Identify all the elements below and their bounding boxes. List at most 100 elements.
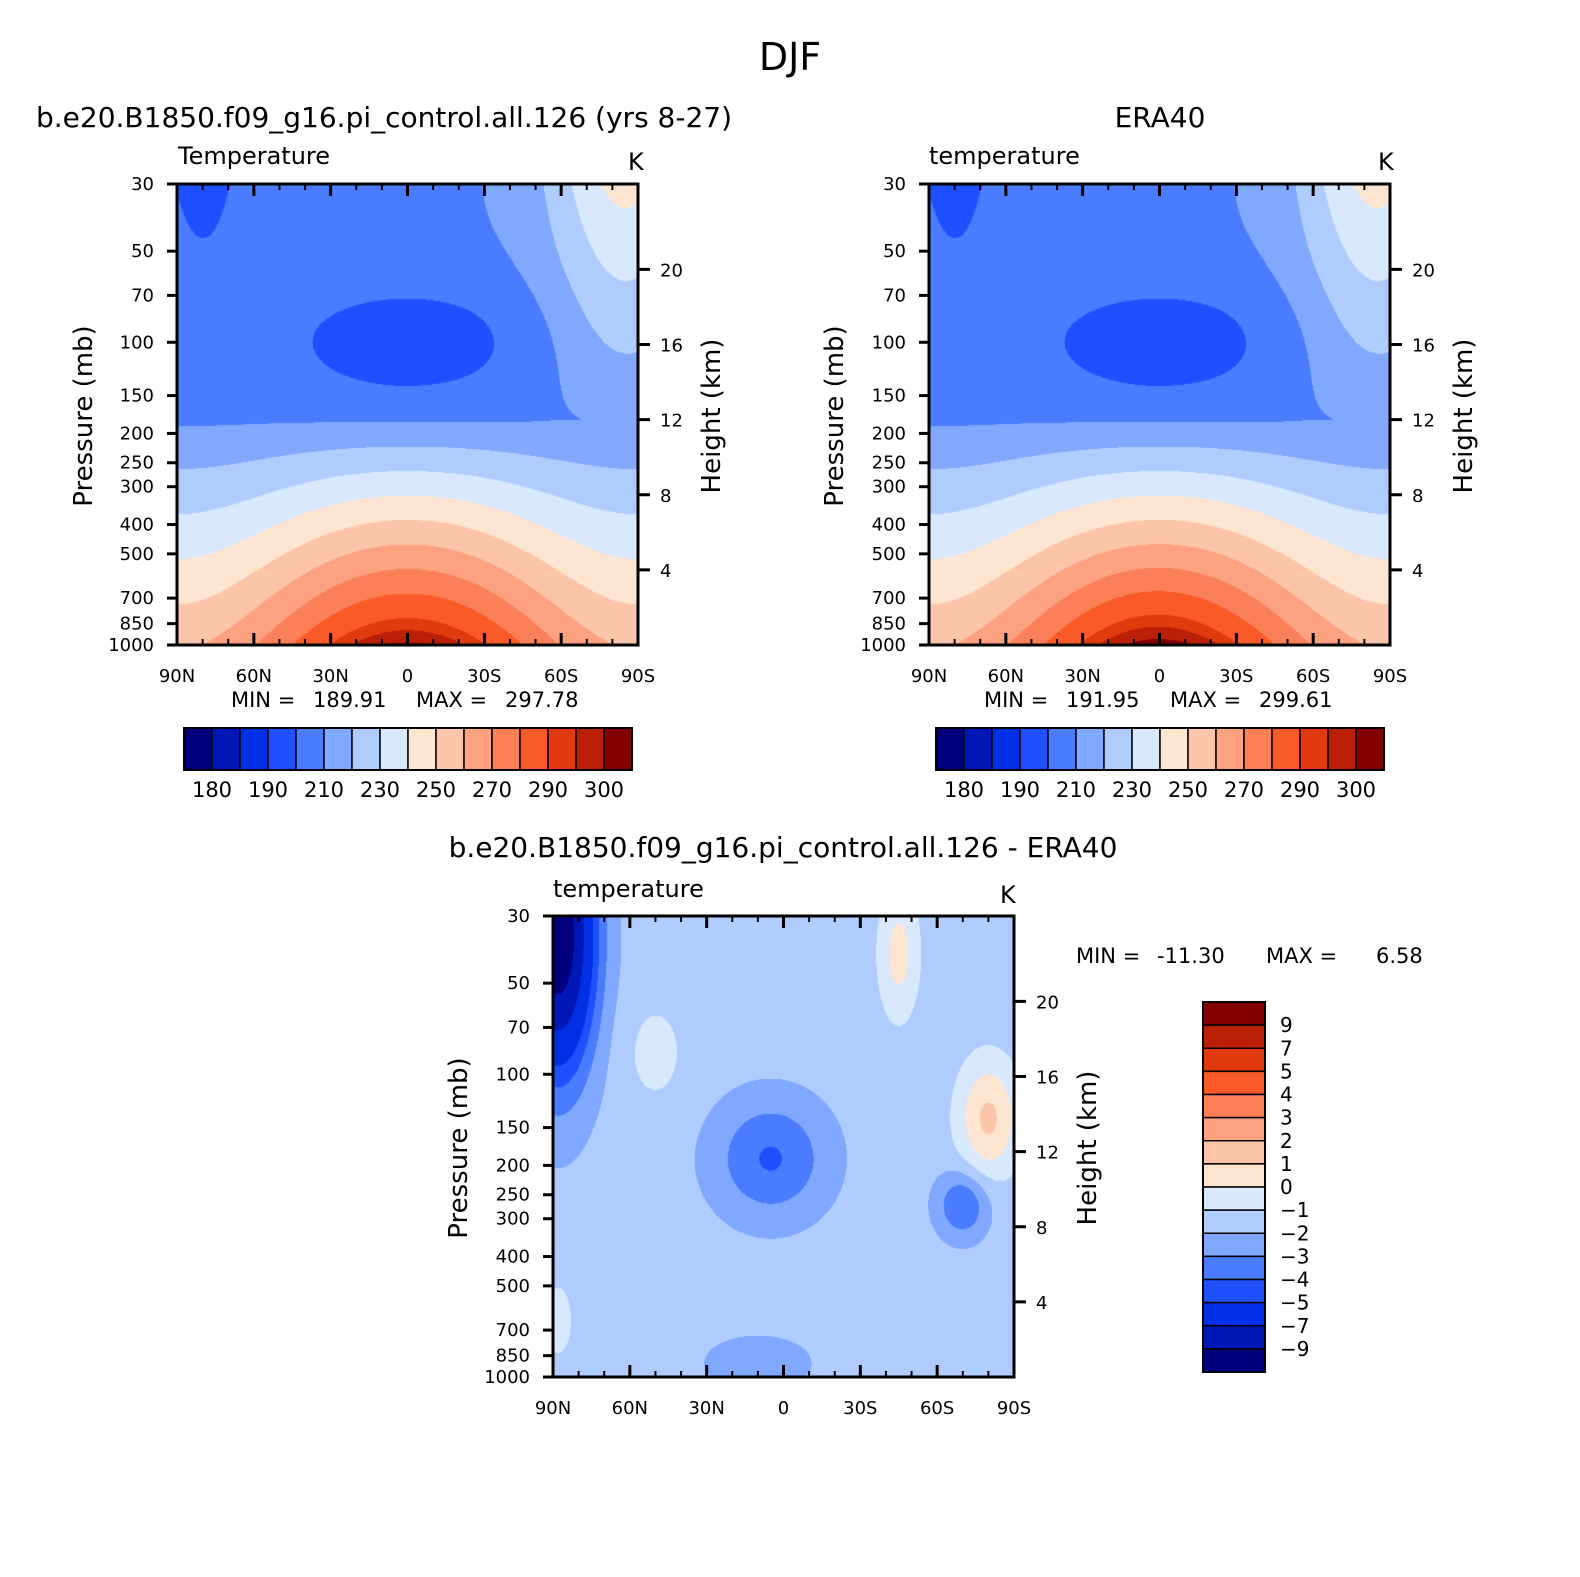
x-tick-label: 0 — [402, 666, 413, 687]
panel-subtitle: temperature — [929, 142, 1080, 170]
colorbar-label: 230 — [360, 778, 400, 802]
colorbar-label: 190 — [248, 778, 288, 802]
p-tick-label: 1000 — [860, 635, 906, 656]
colorbar-label: 3 — [1280, 1106, 1293, 1130]
colorbar-box — [351, 727, 381, 771]
panel-subtitle: temperature — [553, 875, 704, 903]
x-tick-label: 60S — [544, 666, 578, 687]
height-tick-label: 12 — [1412, 411, 1435, 432]
contour-plot: 90N 60N 30N 0 30S 60S 90S 30 50 70 100 150 200 250 300… — [860, 174, 1435, 687]
colorbar-box — [1202, 1001, 1266, 1026]
min-value: 189.91 — [313, 688, 386, 712]
colorbar-label: −3 — [1280, 1244, 1309, 1268]
y-axis-right-label: Height (km) — [1449, 339, 1479, 494]
panel-subtitle: Temperature — [177, 142, 330, 170]
p-tick-label: 700 — [872, 588, 906, 609]
p-tick-label: 70 — [131, 285, 154, 306]
x-tick-label: 30S — [467, 666, 501, 687]
colorbar-label: 210 — [304, 778, 344, 802]
colorbar-box — [1202, 1163, 1266, 1188]
colorbar-box — [1202, 1186, 1266, 1211]
p-tick-label: 100 — [496, 1064, 530, 1085]
p-tick-label: 70 — [507, 1017, 530, 1038]
p-tick-label: 30 — [883, 174, 906, 195]
colorbar-label: 300 — [584, 778, 624, 802]
colorbar-label: 0 — [1280, 1175, 1293, 1199]
max-label: MAX = — [416, 688, 487, 712]
x-tick-label: 90N — [159, 666, 195, 687]
max-value: 299.61 — [1259, 688, 1332, 712]
colorbar-label: −5 — [1280, 1291, 1309, 1315]
colorbar-label: −7 — [1280, 1314, 1309, 1338]
units-label: K — [1000, 881, 1017, 909]
colorbar-label: 270 — [1224, 778, 1264, 802]
max-label: MAX = — [1266, 944, 1337, 968]
colorbar-box — [1299, 727, 1329, 771]
colorbar-box — [575, 727, 605, 771]
y-axis-label: Pressure (mb) — [69, 325, 99, 506]
p-tick-label: 100 — [872, 332, 906, 353]
colorbar-box — [1202, 1116, 1266, 1142]
colorbar-box — [519, 727, 549, 771]
x-tick-label: 30N — [312, 666, 348, 687]
y-axis-label: Pressure (mb) — [820, 325, 850, 506]
p-tick-label: 250 — [120, 453, 154, 474]
x-tick-label: 90S — [1373, 666, 1407, 687]
p-tick-label: 400 — [120, 515, 154, 536]
colorbar-label: 270 — [472, 778, 512, 802]
panel-title: b.e20.B1850.f09_g16.pi_control.all.126 (… — [36, 101, 732, 134]
p-tick-label: 100 — [120, 332, 154, 353]
p-tick-label: 500 — [120, 544, 154, 565]
colorbar-box — [603, 727, 633, 771]
units-label: K — [1378, 148, 1395, 176]
height-tick-label: 16 — [660, 336, 683, 357]
p-tick-label: 50 — [131, 241, 154, 262]
colorbar-box — [1019, 727, 1049, 771]
colorbar-box — [1202, 1209, 1266, 1234]
y-axis-right-label: Height (km) — [1073, 1071, 1103, 1226]
p-tick-label: 150 — [120, 386, 154, 407]
colorbar-frame — [935, 727, 1385, 771]
colorbar-box — [1202, 1070, 1266, 1096]
colorbar-box — [1215, 727, 1245, 771]
height-tick-label: 4 — [1412, 561, 1423, 582]
height-tick-label: 20 — [1036, 992, 1059, 1013]
colorbar-label: 290 — [528, 778, 568, 802]
colorbar-label: 4 — [1280, 1083, 1293, 1107]
p-tick-label: 850 — [872, 614, 906, 635]
x-tick-label: 30S — [843, 1398, 877, 1419]
max-label: MAX = — [1170, 688, 1241, 712]
colorbar-label: 7 — [1280, 1036, 1293, 1060]
colorbar-box — [1202, 1255, 1266, 1281]
p-tick-label: 150 — [872, 386, 906, 407]
p-tick-label: 200 — [496, 1155, 530, 1176]
colorbar-box — [1202, 1140, 1266, 1165]
colorbar-box — [1355, 727, 1385, 771]
colorbar-box — [963, 727, 993, 771]
x-tick-label: 60S — [1296, 666, 1330, 687]
x-tick-label: 90N — [535, 1398, 571, 1419]
height-tick-label: 12 — [1036, 1143, 1059, 1164]
colorbar: 180 190 210 230 250 270 290 300 — [935, 727, 1385, 802]
x-tick-label: 90S — [621, 666, 655, 687]
y-axis-right-label: Height (km) — [697, 339, 727, 494]
colorbar-box — [295, 727, 325, 771]
min-value: -11.30 — [1157, 944, 1225, 968]
p-tick-label: 400 — [872, 515, 906, 536]
colorbar-box — [1202, 1278, 1266, 1304]
x-tick-label: 0 — [1154, 666, 1165, 687]
panel-obs: ERA40 temperature K 90N 60N 30N 0 30S 60S 90S 3… — [820, 101, 1479, 802]
height-tick-label: 8 — [1412, 486, 1423, 507]
x-tick-label: 90S — [997, 1398, 1031, 1419]
colorbar-label: 190 — [1000, 778, 1040, 802]
height-tick-label: 8 — [1036, 1218, 1047, 1239]
colorbar: 180 190 210 230 250 270 290 300 — [183, 727, 633, 802]
colorbar-label: 300 — [1336, 778, 1376, 802]
colorbar-box — [267, 727, 297, 771]
height-tick-label: 20 — [660, 260, 683, 281]
p-tick-label: 300 — [872, 477, 906, 498]
contour-plot: 90N 60N 30N 0 30S 60S 90S 30 50 70 100 150 200 250 300… — [108, 174, 683, 687]
p-tick-label: 30 — [131, 174, 154, 195]
colorbar-box — [1243, 727, 1273, 771]
